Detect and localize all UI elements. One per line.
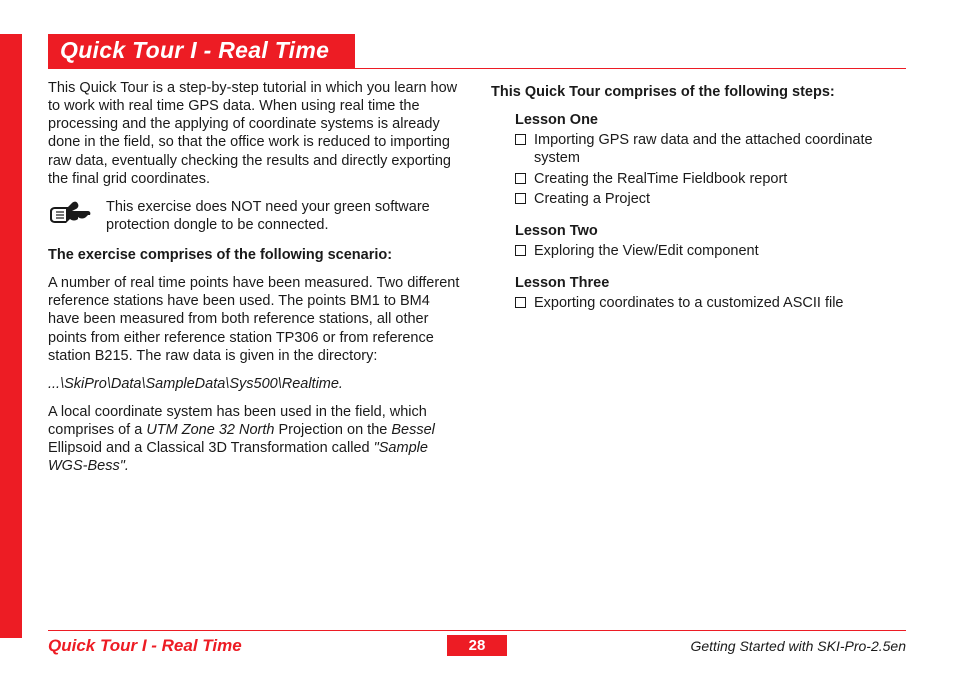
left-column: This Quick Tour is a step-by-step tutori… <box>48 79 463 485</box>
steps-heading: This Quick Tour comprises of the followi… <box>491 83 906 101</box>
scenario-em-1: UTM Zone 32 North <box>146 422 274 438</box>
scenario-em-2: Bessel <box>391 422 435 438</box>
check-item: Exploring the View/Edit component <box>515 242 906 260</box>
footer-row: Quick Tour I - Real Time 28 Getting Star… <box>48 635 906 656</box>
scenario-paragraph-1: A number of real time points have been m… <box>48 274 463 365</box>
checkbox-icon <box>515 134 526 145</box>
left-red-bar <box>0 34 22 638</box>
note-row: This exercise does NOT need your green s… <box>48 198 463 234</box>
check-item: Creating the RealTime Fieldbook report <box>515 170 906 188</box>
checkbox-icon <box>515 173 526 184</box>
check-label: Creating a Project <box>534 190 650 208</box>
checkbox-icon <box>515 297 526 308</box>
footer-right-title: Getting Started with SKI-Pro-2.5en <box>507 638 906 654</box>
lesson-two-block: Lesson Two Exploring the View/Edit compo… <box>515 222 906 260</box>
pointing-hand-icon <box>48 200 92 230</box>
scenario-heading: The exercise comprises of the following … <box>48 246 463 264</box>
scenario-text-b: Projection on the <box>274 422 391 438</box>
content-columns: This Quick Tour is a step-by-step tutori… <box>48 79 906 485</box>
lesson-one-title: Lesson One <box>515 111 906 129</box>
check-item: Exporting coordinates to a customized AS… <box>515 294 906 312</box>
scenario-text-c: Ellipsoid and a Classical 3D Transformat… <box>48 440 374 456</box>
footer-left-title: Quick Tour I - Real Time <box>48 636 447 656</box>
check-label: Exploring the View/Edit component <box>534 242 759 260</box>
check-label: Creating the RealTime Fieldbook report <box>534 170 787 188</box>
checkbox-icon <box>515 245 526 256</box>
check-label: Importing GPS raw data and the attached … <box>534 131 906 167</box>
lesson-three-block: Lesson Three Exporting coordinates to a … <box>515 274 906 312</box>
data-path: ...\SkiPro\Data\SampleData\Sys500\Realti… <box>48 375 463 393</box>
intro-paragraph: This Quick Tour is a step-by-step tutori… <box>48 79 463 188</box>
scenario-paragraph-2: A local coordinate system has been used … <box>48 403 463 476</box>
lesson-three-title: Lesson Three <box>515 274 906 292</box>
check-label: Exporting coordinates to a customized AS… <box>534 294 844 312</box>
footer: Quick Tour I - Real Time 28 Getting Star… <box>48 630 906 656</box>
header: Quick Tour I - Real Time <box>48 34 906 69</box>
footer-rule <box>48 630 906 631</box>
page-number: 28 <box>447 635 508 656</box>
right-column: This Quick Tour comprises of the followi… <box>491 79 906 485</box>
check-item: Importing GPS raw data and the attached … <box>515 131 906 167</box>
lesson-one-block: Lesson One Importing GPS raw data and th… <box>515 111 906 208</box>
lesson-two-title: Lesson Two <box>515 222 906 240</box>
section-title: Quick Tour I - Real Time <box>48 34 355 69</box>
checkbox-icon <box>515 193 526 204</box>
check-item: Creating a Project <box>515 190 906 208</box>
note-text: This exercise does NOT need your green s… <box>106 198 463 234</box>
